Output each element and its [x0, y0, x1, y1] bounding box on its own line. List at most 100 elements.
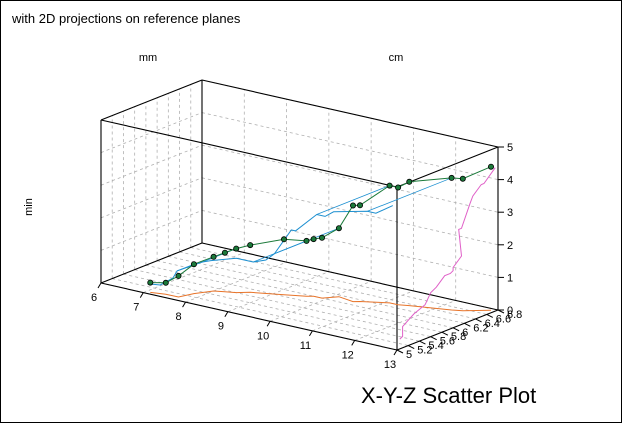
- data-point: [349, 202, 356, 209]
- box-edge: [100, 79, 203, 121]
- x-axis-title: mm: [139, 52, 157, 64]
- floor-grid-line: [112, 278, 409, 346]
- data-point: [210, 253, 217, 260]
- xy-projection-line: [150, 290, 492, 312]
- y-tick-mark: [419, 340, 426, 345]
- y-tick-mark: [407, 345, 415, 350]
- y-tick-label: 5.4: [428, 340, 443, 352]
- grid-layer: [100, 79, 499, 351]
- x-tick-mark: [266, 321, 271, 327]
- floor-grid-line: [354, 300, 456, 341]
- y-tick-mark: [464, 322, 471, 327]
- z-tick-label: 3: [507, 207, 513, 219]
- y-tick-label: 6.6: [496, 313, 511, 325]
- box-edge: [100, 282, 398, 351]
- xz-connector: [367, 177, 452, 212]
- data-point: [175, 272, 182, 279]
- box-edge: [201, 242, 499, 311]
- floor-grid-line: [185, 261, 287, 303]
- data-point: [395, 184, 402, 191]
- z-tick-label: 5: [507, 142, 513, 154]
- y-tick-mark: [452, 327, 460, 332]
- y-tick-mark: [441, 331, 449, 336]
- floor-grid-line: [312, 290, 414, 332]
- box-edge: [396, 146, 499, 188]
- x-tick-mark: [139, 292, 144, 298]
- chart-subtitle: with 2D projections on reference planes: [11, 11, 241, 26]
- y-tick-label: 5.6: [440, 336, 455, 348]
- y-tick-label: 6.2: [473, 322, 488, 334]
- data-point: [318, 234, 325, 241]
- z-tick-label: 4: [507, 175, 513, 187]
- data-point: [356, 202, 363, 209]
- back-wall-grid-line: [201, 112, 499, 180]
- data-point: [247, 242, 254, 249]
- x-tick-label: 6: [91, 292, 97, 304]
- x-tick-mark: [224, 311, 229, 317]
- floor-grid-line: [190, 247, 487, 315]
- y-tick-mark: [475, 318, 482, 323]
- chart-caption: X-Y-Z Scatter Plot: [361, 383, 536, 408]
- box-edge: [100, 119, 398, 188]
- box-edge: [396, 309, 499, 351]
- back-wall-grid-line: [201, 210, 499, 278]
- data-point: [147, 279, 154, 286]
- x-tick-label: 9: [218, 321, 224, 333]
- y-tick-label: 5.8: [451, 331, 466, 343]
- x-tick-mark: [351, 340, 356, 346]
- box-edge: [100, 242, 203, 284]
- y-tick-mark: [430, 336, 437, 341]
- data-layer: [147, 163, 494, 286]
- x-tick-label: 12: [342, 349, 354, 361]
- z-axis-title: min: [23, 198, 35, 216]
- x-tick-label: 7: [133, 302, 139, 314]
- data-point: [406, 178, 413, 185]
- data-point: [459, 175, 466, 182]
- floor-grid-line: [269, 280, 372, 322]
- y-tick-label: 6.8: [507, 309, 522, 321]
- data-point: [303, 237, 310, 244]
- y-tick-label: 5.2: [417, 345, 432, 357]
- data-point: [221, 249, 228, 256]
- left-wall-grid-line: [100, 210, 203, 251]
- x-tick-label: 13: [384, 359, 396, 371]
- yz-projection-line: [399, 167, 496, 340]
- data-point: [233, 245, 240, 252]
- floor-grid-line: [145, 264, 442, 333]
- data-point: [448, 174, 455, 181]
- x-tick-mark: [308, 330, 313, 337]
- x-tick-label: 11: [300, 340, 311, 352]
- data-point: [190, 261, 197, 268]
- y-tick-label: 6.4: [485, 318, 500, 330]
- y-axis-title: cm: [389, 52, 404, 64]
- data-point: [386, 182, 393, 189]
- data-point: [335, 225, 342, 232]
- box-edge: [201, 79, 499, 148]
- data-point: [162, 279, 169, 286]
- back-wall-grid-line: [201, 144, 499, 213]
- data-step-line: [150, 166, 492, 284]
- data-point: [280, 236, 287, 243]
- data-point: [487, 163, 494, 170]
- z-tick-label: 1: [507, 272, 513, 284]
- x-tick-mark: [182, 301, 187, 308]
- z-tick-label: 2: [507, 240, 513, 252]
- left-wall-grid-line: [100, 112, 203, 153]
- x-tick-mark: [97, 282, 102, 289]
- xz-connector: [316, 185, 390, 215]
- floor-grid-line: [134, 269, 431, 338]
- x-tick-label: 10: [257, 330, 269, 342]
- x-tick-mark: [393, 349, 398, 356]
- floor-grid-line: [157, 260, 454, 329]
- floor-grid-line: [168, 255, 465, 324]
- floor-grid-line: [227, 271, 330, 313]
- y-tick-label: 6: [462, 327, 468, 339]
- projection-layer: [147, 167, 496, 340]
- left-wall-grid-line: [100, 144, 203, 186]
- z-tick-label: 0: [507, 305, 513, 317]
- left-wall-grid-line: [100, 177, 203, 219]
- y-tick-mark: [396, 349, 404, 354]
